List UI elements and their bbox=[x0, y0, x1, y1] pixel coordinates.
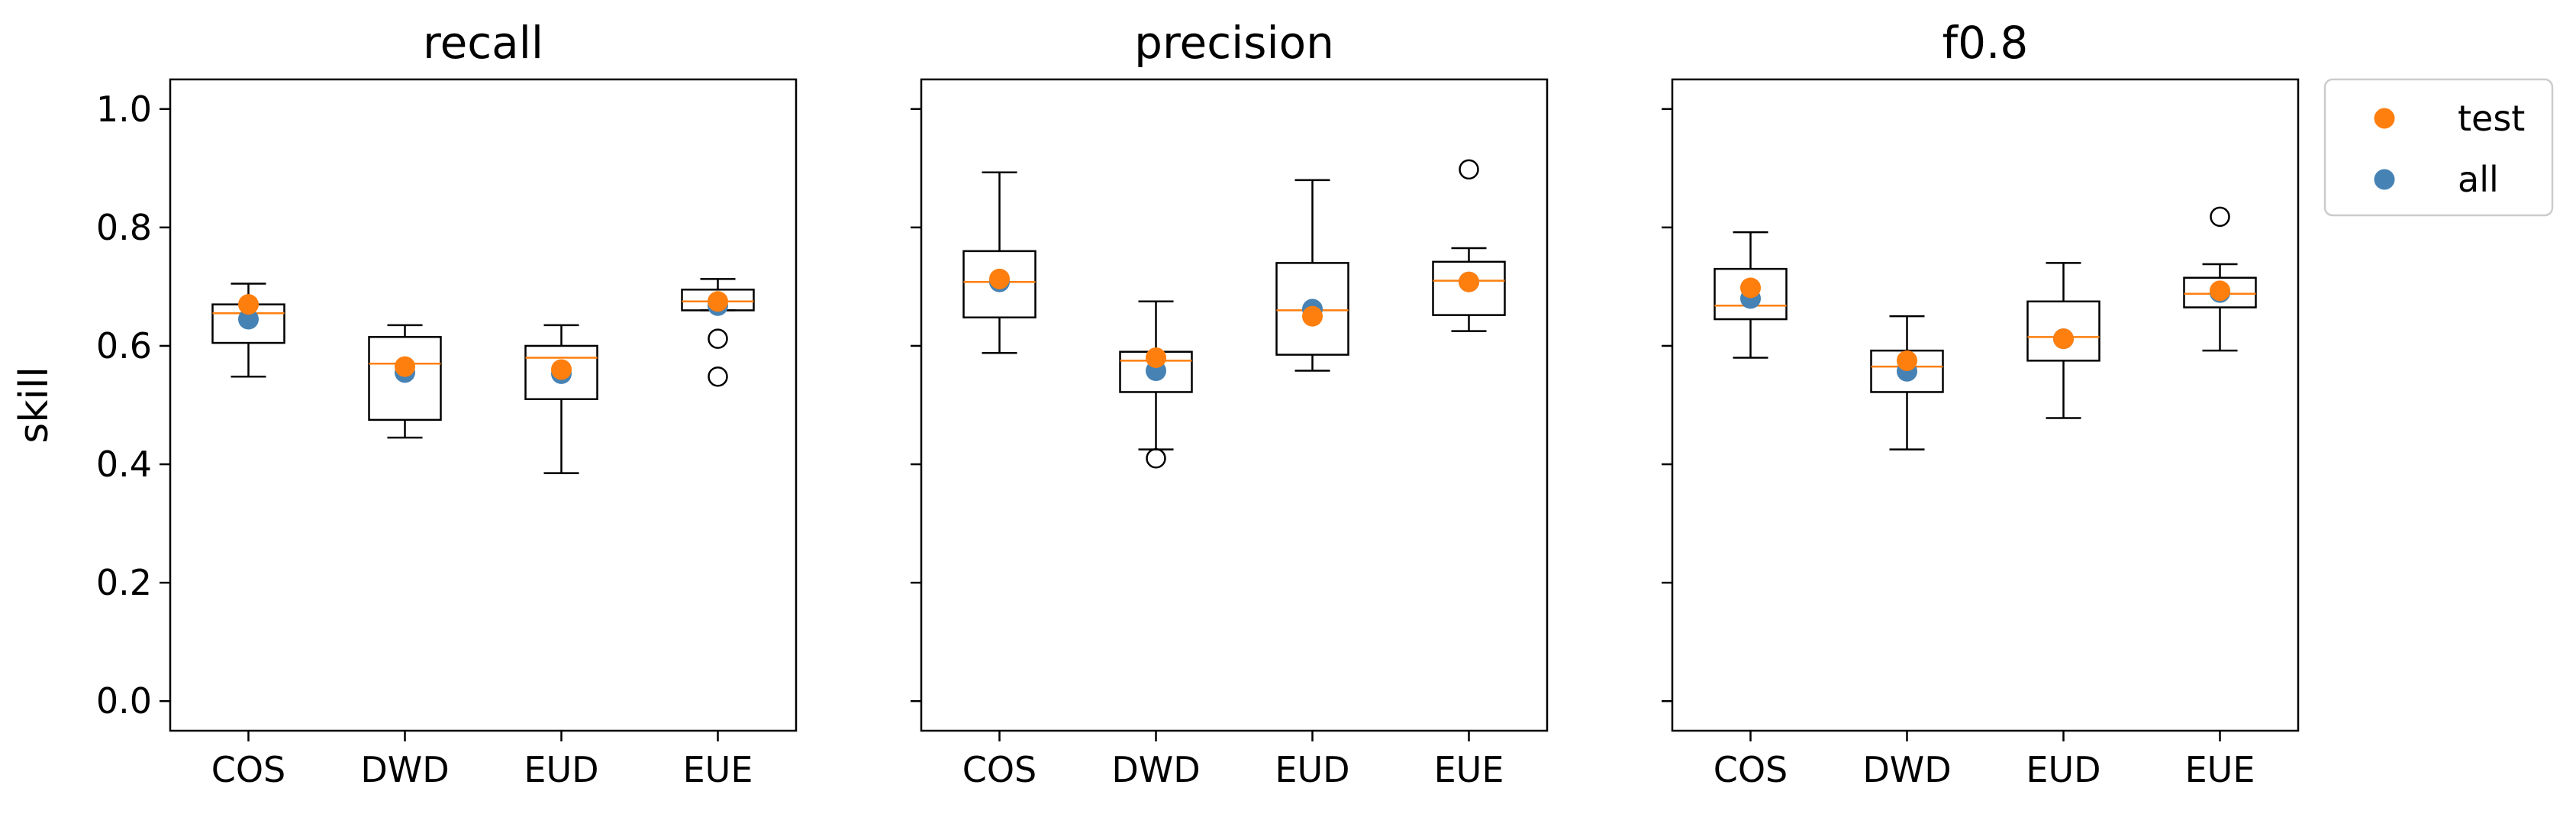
panel-frame bbox=[921, 79, 1547, 731]
test-point bbox=[551, 359, 572, 379]
test-point bbox=[1459, 272, 1479, 292]
test-point bbox=[1897, 350, 1917, 371]
x-tick-label: EUE bbox=[683, 749, 753, 790]
y-tick-label: 0.0 bbox=[96, 680, 152, 722]
test-point bbox=[2053, 328, 2074, 349]
outlier-point bbox=[1147, 449, 1165, 467]
box-cos bbox=[213, 284, 285, 377]
legend-marker-test bbox=[2374, 108, 2395, 129]
x-tick-label: COS bbox=[1714, 749, 1788, 790]
y-tick-label: 0.8 bbox=[96, 207, 152, 248]
outlier-point bbox=[1460, 160, 1478, 179]
y-tick-label: 0.2 bbox=[96, 562, 152, 603]
panel-0: 0.0 0.2 0.4 0.6 0.8 1.0 skill recall COS DWD EUD EU… bbox=[11, 17, 796, 790]
outlier-point bbox=[2211, 208, 2229, 226]
y-tick-label: 0.6 bbox=[96, 325, 152, 367]
panel-2: f0.8 COS DWD EUD EUE bbox=[1662, 17, 2298, 790]
box-dwd bbox=[1872, 316, 1943, 449]
box-eue bbox=[2184, 208, 2256, 350]
box-dwd bbox=[1120, 302, 1192, 467]
panel-1: precision COS DWD EUD EUE bbox=[911, 17, 1547, 790]
box-eud bbox=[526, 325, 598, 473]
test-point bbox=[708, 291, 728, 312]
box-eud bbox=[1277, 180, 1349, 371]
legend-label-test: test bbox=[2458, 98, 2525, 139]
panel-title: f0.8 bbox=[1942, 17, 2029, 69]
x-tick-label: EUD bbox=[1275, 749, 1349, 790]
panel-title: precision bbox=[1134, 17, 1334, 69]
box-cos bbox=[964, 173, 1036, 354]
test-point bbox=[1146, 347, 1166, 368]
y-tick-label: 1.0 bbox=[96, 89, 152, 130]
x-tick-label: COS bbox=[962, 749, 1037, 790]
outlier-point bbox=[709, 367, 727, 386]
test-point bbox=[2210, 280, 2230, 301]
legend-marker-all bbox=[2374, 170, 2395, 190]
test-point bbox=[238, 294, 259, 315]
panel-frame bbox=[1672, 79, 2298, 731]
panel-frame bbox=[170, 79, 796, 731]
box-eud bbox=[2028, 263, 2100, 418]
box-dwd bbox=[369, 325, 441, 438]
panel-title: recall bbox=[423, 17, 543, 69]
x-tick-label: EUD bbox=[2026, 749, 2100, 790]
x-tick-label: DWD bbox=[360, 749, 449, 790]
x-tick-label: DWD bbox=[1111, 749, 1200, 790]
test-point bbox=[1740, 277, 1761, 298]
x-tick-label: EUD bbox=[524, 749, 598, 790]
test-point bbox=[989, 269, 1010, 289]
legend-label-all: all bbox=[2458, 159, 2499, 200]
box-cos bbox=[1715, 232, 1787, 357]
outlier-point bbox=[709, 330, 727, 348]
test-point bbox=[1302, 306, 1323, 327]
x-tick-label: EUE bbox=[1434, 749, 1504, 790]
x-tick-label: DWD bbox=[1862, 749, 1951, 790]
box-eue bbox=[682, 279, 754, 386]
test-point bbox=[395, 357, 415, 377]
y-axis-label: skill bbox=[11, 367, 57, 444]
x-tick-label: COS bbox=[211, 749, 286, 790]
box-eue bbox=[1433, 160, 1505, 331]
x-tick-label: EUE bbox=[2185, 749, 2255, 790]
legend: test all bbox=[2325, 79, 2552, 215]
y-tick-label: 0.4 bbox=[96, 444, 152, 485]
panels-layer: 0.0 0.2 0.4 0.6 0.8 1.0 skill recall COS DWD EUD EU… bbox=[11, 17, 2298, 790]
